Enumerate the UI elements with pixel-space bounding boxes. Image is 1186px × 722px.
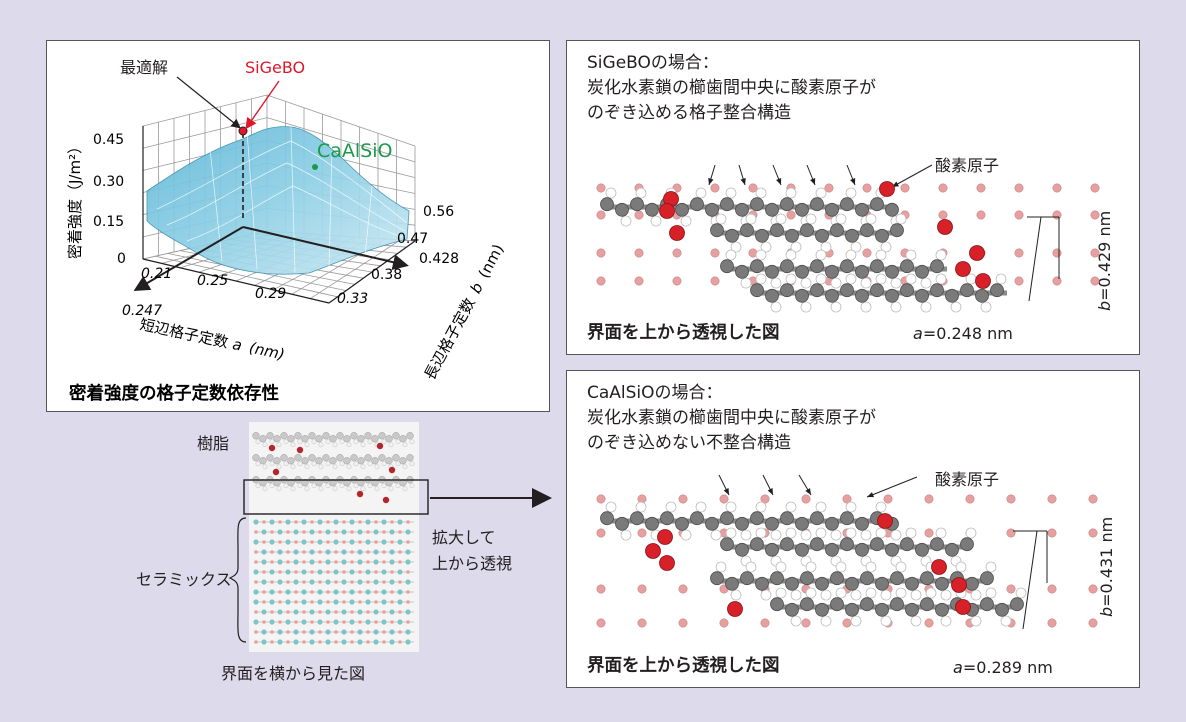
sigebo-title: SiGeBOの場合：: [587, 53, 719, 73]
zoom-label-2: 上から透視: [432, 554, 513, 573]
x-tick-label: 0.21: [141, 266, 172, 282]
b-projection-arrow: [242, 226, 409, 271]
zoom-box: [243, 479, 429, 515]
caalsio-a-dimension: a=0.289 nm: [953, 658, 1053, 677]
lattice-dimension-arrows: [1027, 216, 1060, 302]
x-tick-label: 0.25: [197, 273, 228, 289]
caalsio-title: CaAlSiOの場合：: [587, 383, 723, 403]
caalsio-point: [312, 164, 318, 170]
x-axis-label: 短辺格子定数 a (nm): [138, 315, 286, 363]
x-tick-label: 0.29: [255, 286, 286, 302]
y-tick-label: 0.428: [419, 251, 459, 267]
oxygen-pointer-lines: [708, 164, 933, 188]
z-tick-label: 0.45: [93, 132, 124, 148]
adhesion-surface: [146, 120, 410, 275]
z-tick-label: 0.15: [93, 214, 124, 230]
caalsio-molecule: [596, 474, 1098, 630]
z-tick-label: 0.30: [93, 174, 124, 190]
zoom-label-1: 拡大して: [432, 528, 496, 547]
side-view-illustration: [228, 422, 552, 652]
z-tick-label: 0: [117, 251, 126, 267]
sigebo-oxygen-label: 酸素原子: [935, 156, 1000, 175]
sigebo-panel: SiGeBOの場合： 炭化水素鎖の櫛歯間中央に酸素原子が のぞき込める格子整合構…: [566, 40, 1140, 355]
ester-oxygen-atoms: [659, 181, 991, 289]
sigebo-desc-line2: のぞき込める格子整合構造: [587, 103, 791, 123]
y-tick-label: 0.47: [397, 231, 428, 247]
y-tick-label: 0.56: [423, 204, 454, 220]
caalsio-caption: 界面を上から透視した図: [587, 656, 780, 676]
sigebo-label: SiGeBO: [245, 58, 305, 77]
sigebo-desc-line1: 炭化水素鎖の櫛歯間中央に酸素原子が: [587, 78, 876, 98]
resin-layer: [252, 432, 415, 504]
sigebo-molecule: [596, 164, 1100, 313]
ceramics-layer: [253, 519, 414, 645]
x-extra-tick-label: 0.247: [122, 303, 162, 319]
ester-oxygen-atoms: [645, 513, 971, 617]
resin-label: 樹脂: [197, 434, 230, 453]
side-caption: 界面を横から見た図: [221, 664, 366, 683]
caalsio-oxygen-label: 酸素原子: [935, 470, 1000, 489]
z-axis-label: 密着強度（J/m²）: [66, 139, 84, 259]
sigebo-pointer: [245, 80, 280, 130]
surface-chart: 最適解 SiGeBO CaAlSiO 0.45 0.30 0.15 0 密着強度…: [66, 58, 507, 404]
sigebo-caption: 界面を上から透視した図: [587, 323, 780, 343]
oxygen-pointer-lines: [718, 474, 918, 498]
sigebo-point: [238, 126, 248, 136]
ceramics-brace: [228, 517, 247, 643]
caalsio-label: CaAlSiO: [317, 140, 392, 162]
optimum-label: 最適解: [120, 58, 168, 77]
caalsio-desc-line1: 炭化水素鎖の櫛歯間中央に酸素原子が: [587, 408, 876, 428]
hydrocarbon-chains: [600, 501, 1027, 627]
caalsio-panel: CaAlSiOの場合： 炭化水素鎖の櫛歯間中央に酸素原子が のぞき込めない不整合…: [566, 370, 1140, 688]
x-tick-label: 0.33: [337, 291, 368, 307]
optimum-pointer: [176, 76, 241, 129]
chart-caption: 密着強度の格子定数依存性: [69, 383, 279, 404]
sigebo-a-dimension: a=0.248 nm: [913, 324, 1013, 343]
lattice-dimension-arrows: [1013, 530, 1048, 630]
ceramics-label: セラミックス: [136, 570, 232, 589]
caalsio-desc-line2: のぞき込めない不整合構造: [587, 433, 791, 453]
y-tick-label: 0.38: [371, 267, 402, 283]
a-projection-arrow: [133, 226, 244, 292]
chart-panel: 最適解 SiGeBO CaAlSiO 0.45 0.30 0.15 0 密着強度…: [46, 40, 550, 412]
